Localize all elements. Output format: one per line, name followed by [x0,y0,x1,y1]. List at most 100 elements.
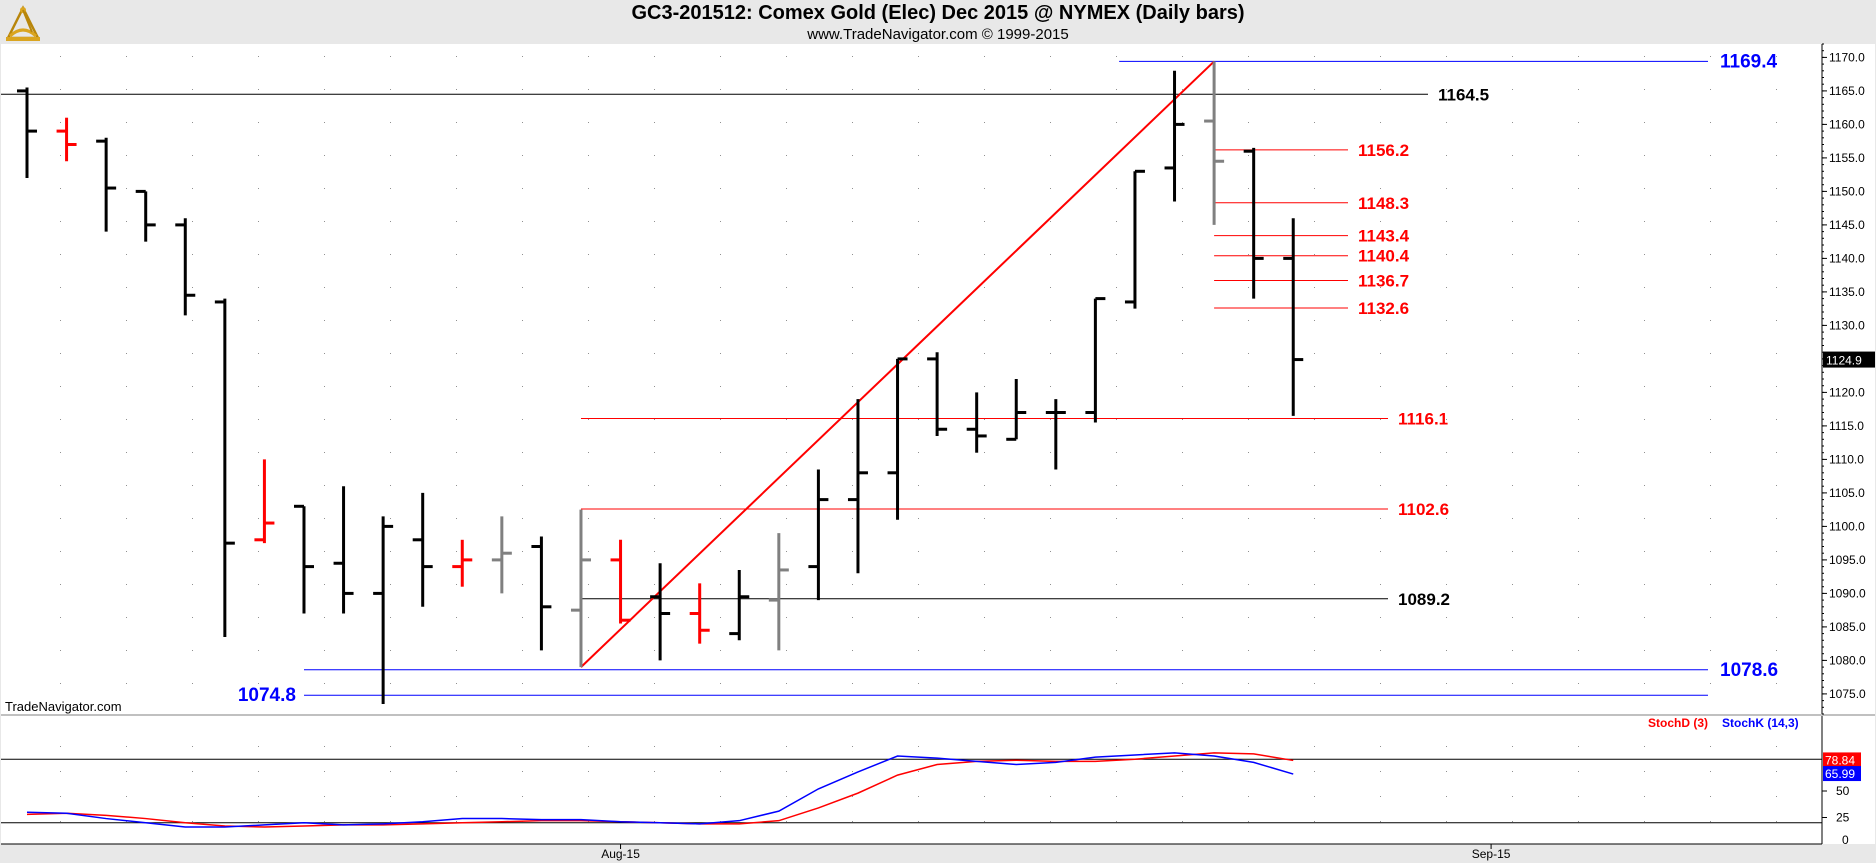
grid-dot [1314,320,1315,321]
grid-dot [1380,821,1381,822]
level-label: 1148.3 [1358,194,1409,213]
grid-dot [1644,485,1645,486]
ohlc-bar [1006,379,1027,441]
grid-dot [852,771,853,772]
level-label: 1089.2 [1398,590,1450,609]
grid-dot [1380,485,1381,486]
grid-dot [258,155,259,156]
grid-dot [852,188,853,189]
grid-dot [1512,746,1513,747]
grid-dot [1710,353,1711,354]
grid-dot [1512,221,1513,222]
ohlc-bar [96,137,117,232]
grid-dot [1710,518,1711,519]
x-tick-label: Sep-15 [1472,847,1511,861]
grid-dot [1314,452,1315,453]
grid-dot [1248,122,1249,123]
grid-dot [786,584,787,585]
price-axis-panel [1822,44,1875,844]
grid-dot [1314,485,1315,486]
grid-dot [1776,188,1777,189]
grid-dot [852,584,853,585]
grid-dot [1116,771,1117,772]
grid-dot [1710,650,1711,651]
grid-dot [918,122,919,123]
grid-dot [456,188,457,189]
grid-dot [918,254,919,255]
grid-dot [522,518,523,519]
grid-dot [918,650,919,651]
grid-dot [1116,796,1117,797]
grid-dot [1314,353,1315,354]
grid-dot [1710,617,1711,618]
grid-dot [192,771,193,772]
grid-dot [258,452,259,453]
grid-dot [918,188,919,189]
grid-dot [258,617,259,618]
grid-dot [1248,746,1249,747]
grid-dot [1446,56,1447,57]
grid-dot [984,56,985,57]
grid-dot [1776,89,1777,90]
grid-dot [1578,771,1579,772]
grid-dot [60,650,61,651]
grid-dot [1050,254,1051,255]
grid-dot [1776,56,1777,57]
grid-dot [918,56,919,57]
ohlc-bar [768,533,789,651]
grid-dot [456,155,457,156]
grid-dot [588,796,589,797]
grid-dot [1710,746,1711,747]
grid-dot [324,485,325,486]
grid-dot [456,452,457,453]
grid-dot [786,419,787,420]
grid-dot [918,796,919,797]
grid-dot [324,746,325,747]
grid-dot [1248,254,1249,255]
grid-dot [522,796,523,797]
grid-dot [324,796,325,797]
grid-dot [1578,56,1579,57]
grid-dot [258,683,259,684]
grid-dot [390,485,391,486]
grid-dot [1446,287,1447,288]
grid-dot [1446,188,1447,189]
grid-dot [192,584,193,585]
grid-dot [1512,89,1513,90]
grid-dot [1776,320,1777,321]
grid-dot [984,320,985,321]
grid-dot [1116,386,1117,387]
grid-dot [1248,188,1249,189]
grid-dot [1776,353,1777,354]
grid-dot [720,683,721,684]
grid-dot [1050,320,1051,321]
grid-dot [456,821,457,822]
grid-dot [1644,796,1645,797]
grid-dot [1446,254,1447,255]
grid-dot [60,518,61,519]
grid-dot [1314,518,1315,519]
grid-dot [1314,617,1315,618]
grid-dot [1380,551,1381,552]
grid-dot [654,746,655,747]
grid-dot [1710,320,1711,321]
grid-dot [1314,746,1315,747]
grid-dot [1446,551,1447,552]
grid-dot [1248,419,1249,420]
grid-dot [786,485,787,486]
grid-dot [852,650,853,651]
grid-dot [456,617,457,618]
grid-dot [1116,452,1117,453]
grid-dot [456,771,457,772]
grid-dot [1116,551,1117,552]
grid-dot [1380,221,1381,222]
grid-dot [720,617,721,618]
grid-dot [786,221,787,222]
grid-dot [1644,89,1645,90]
grid-dot [192,287,193,288]
grid-dot [852,287,853,288]
grid-dot [720,188,721,189]
grid-dot [852,56,853,57]
ohlc-bar [1164,70,1185,202]
grid-dot [720,221,721,222]
